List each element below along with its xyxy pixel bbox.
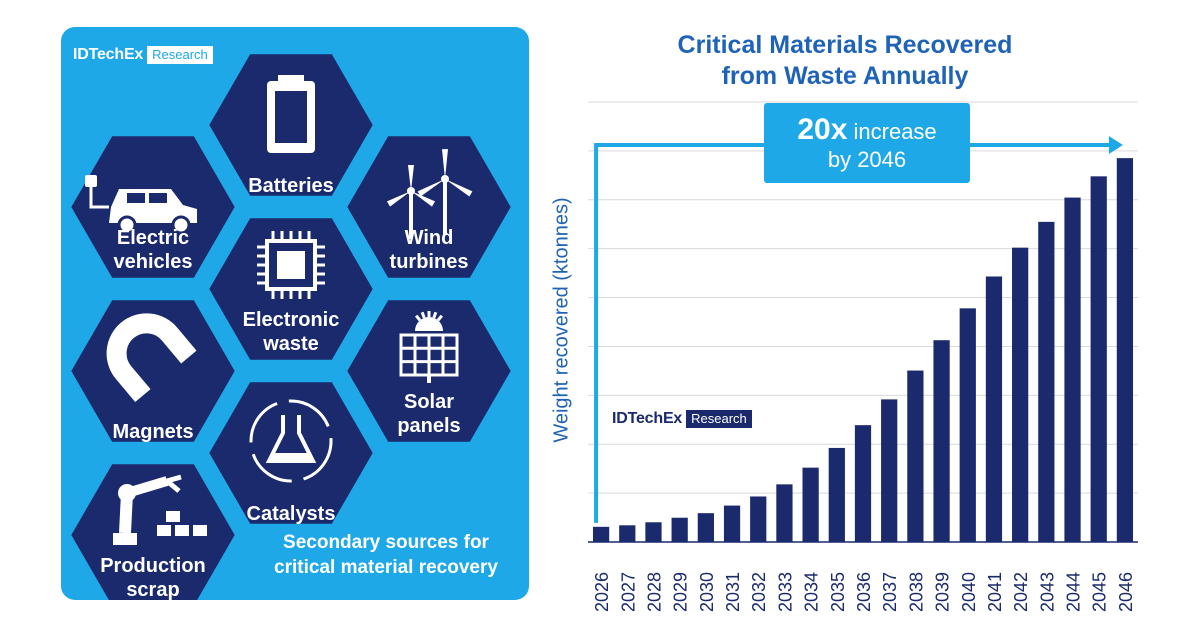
hexagon-batteries: Batteries — [204, 50, 378, 200]
x-tick-label: 2026 — [592, 572, 612, 612]
bar-2041 — [985, 276, 1003, 542]
hexagon-magnets: Magnets — [66, 296, 240, 446]
hexagon-label: vehicles — [114, 251, 193, 273]
hexagon-label: turbines — [390, 251, 469, 273]
bar-2039 — [933, 340, 950, 542]
hexagon-label: Solar — [404, 391, 454, 413]
x-tick-label: 2035 — [828, 572, 848, 612]
x-tick-label: 2045 — [1090, 572, 1110, 612]
x-tick-label: 2036 — [854, 572, 874, 612]
brand-tag: Research — [147, 46, 213, 64]
bar-2030 — [697, 513, 714, 542]
bar-2037 — [881, 399, 898, 542]
hexagon-label: panels — [397, 415, 460, 437]
bar-2026 — [592, 526, 610, 542]
x-tick-label: 2038 — [906, 572, 926, 612]
secondary-sources-panel: Batteries Electric vehicles Wind turbines Ele… — [61, 27, 529, 600]
bar-2033 — [776, 484, 793, 542]
battery-icon — [267, 75, 315, 153]
x-tick-label: 2030 — [697, 572, 717, 612]
callout-multiplier: 20x — [797, 113, 848, 146]
bar-2034 — [802, 467, 819, 542]
bar-2038 — [907, 370, 924, 542]
bar-2032 — [750, 496, 767, 542]
car-icon — [85, 175, 197, 235]
robot-arm-icon — [113, 474, 207, 545]
bar-2027 — [619, 525, 636, 542]
chart-title-line-2: from Waste Annually — [721, 62, 969, 90]
x-tick-label: 2027 — [618, 572, 638, 612]
caption-line-1: Secondary sources for — [283, 532, 489, 553]
x-tick-label: 2043 — [1037, 572, 1057, 612]
hexagon-catalysts: Catalysts — [204, 378, 378, 528]
bar-2045 — [1090, 176, 1107, 542]
bar-2046 — [1116, 158, 1134, 542]
growth-callout: 20x increase by 2046 — [764, 103, 970, 183]
callout-increase: increase — [847, 119, 937, 144]
x-tick-label: 2029 — [671, 572, 691, 612]
bar-2035 — [828, 447, 845, 542]
x-tick-label: 2028 — [644, 572, 664, 612]
bars — [592, 158, 1134, 543]
brand-logo: IDTechEx Research — [73, 45, 213, 65]
chip-icon — [257, 231, 325, 299]
hexagon-label: Electronic — [243, 309, 340, 331]
caption-line-2: critical material recovery — [274, 557, 498, 578]
bar-2029 — [671, 517, 688, 542]
x-tick-label: 2042 — [1011, 572, 1031, 612]
x-tick-label: 2033 — [775, 572, 795, 612]
x-tick-label: 2037 — [880, 572, 900, 612]
chart-brand-name: IDTechEx — [612, 410, 683, 427]
x-tick-label: 2031 — [723, 572, 743, 612]
hexagon-label: Production — [100, 555, 206, 577]
chart-brand-tag: Research — [686, 410, 752, 428]
bar-2044 — [1064, 197, 1081, 542]
x-tick-label: 2040 — [959, 572, 979, 612]
bar-2028 — [645, 522, 662, 542]
x-tick-label: 2034 — [802, 572, 822, 612]
y-axis-label-text: Weight recovered (ktonnes) — [550, 197, 573, 443]
bar-2036 — [854, 425, 872, 542]
hexagon-label: waste — [262, 333, 319, 355]
hexagon-layer: BatteriesElectricvehiclesWindturbinesEle… — [66, 50, 516, 600]
x-tick-labels: 2026 2027 2028 2029 2030 2031 2032 2033 2034 2035… — [592, 572, 1136, 612]
x-tick-label: 2046 — [1116, 572, 1136, 612]
bar-2042 — [1012, 247, 1029, 543]
magnet-icon — [106, 313, 197, 403]
hexagon-label: Wind — [405, 227, 454, 249]
x-tick-label: 2044 — [1064, 572, 1084, 612]
bar-2040 — [959, 308, 976, 542]
brand-name: IDTechEx — [73, 46, 144, 63]
bar-2031 — [723, 505, 741, 542]
chart-brand-logo: IDTechEx Research — [612, 409, 752, 429]
chart-title-line-1: Critical Materials Recovered — [677, 31, 1013, 59]
hexagon-label: Electric — [117, 227, 189, 249]
solar-panel-icon — [399, 311, 459, 383]
x-tick-label: 2039 — [933, 572, 953, 612]
callout-year: by 2046 — [827, 147, 907, 172]
bar-2043 — [1038, 221, 1055, 543]
hexagon-label: Batteries — [248, 175, 334, 197]
hexagon-label: Catalysts — [247, 503, 336, 525]
flask-icon — [249, 399, 333, 483]
chart-title: Critical Materials Recovered from Waste … — [600, 30, 1090, 92]
panel-caption: Secondary sources for critical material … — [251, 530, 521, 580]
hexagon-label: scrap — [126, 579, 179, 600]
hexagon-label: Magnets — [112, 421, 193, 443]
x-tick-label: 2032 — [749, 572, 769, 612]
wind-turbine-icon — [386, 149, 473, 239]
x-tick-label: 2041 — [985, 572, 1005, 612]
